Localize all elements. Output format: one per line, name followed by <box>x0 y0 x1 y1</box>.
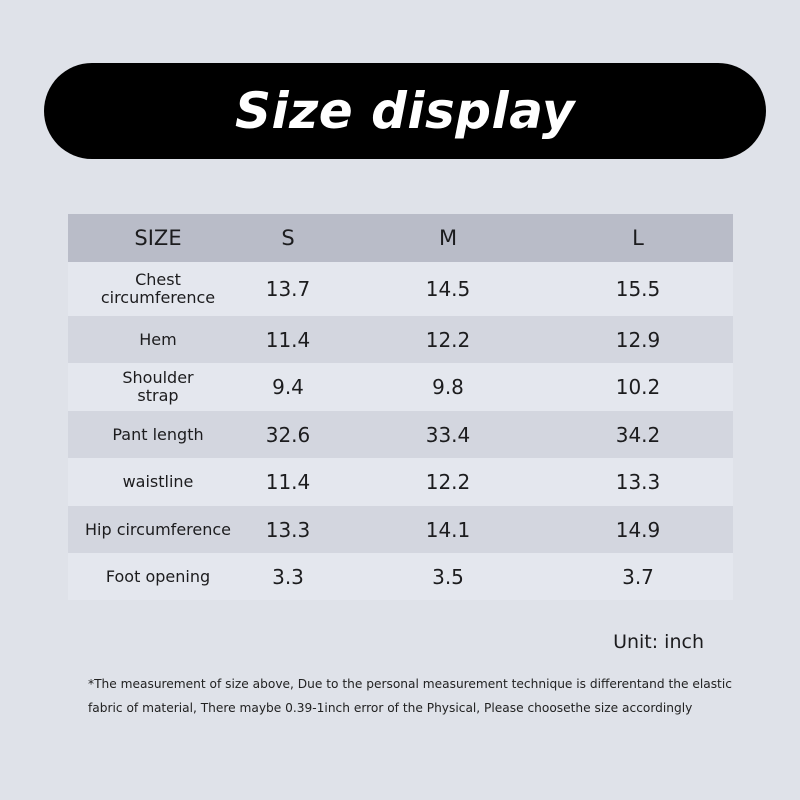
cell-s: 9.4 <box>272 375 304 399</box>
cell-l: 10.2 <box>615 375 661 399</box>
table-row: Pant length 32.6 33.4 34.2 <box>68 411 733 458</box>
cell-m: 9.8 <box>432 375 464 399</box>
cell-s: 32.6 <box>265 422 311 447</box>
row-label: Shoulder strap <box>122 368 194 405</box>
row-label: Pant length <box>112 424 204 444</box>
table-row: Foot opening 3.3 3.5 3.7 <box>68 553 733 600</box>
cell-l: 14.9 <box>615 517 661 542</box>
cell-l: 34.2 <box>615 422 661 447</box>
cell-s: 13.3 <box>265 517 311 542</box>
cell-s: 3.3 <box>272 564 304 589</box>
header-s: S <box>281 226 295 250</box>
cell-s: 11.4 <box>265 470 311 494</box>
size-table: SIZE S M L Chest circumference 13.7 14.5… <box>68 214 733 600</box>
cell-m: 14.1 <box>425 517 471 542</box>
row-label: waistline <box>122 472 194 491</box>
header-l: L <box>632 226 644 250</box>
cell-m: 12.2 <box>425 470 471 494</box>
unit-label: Unit: inch <box>613 631 704 653</box>
header-m: M <box>438 226 458 250</box>
title-banner: Size display <box>44 63 766 159</box>
cell-m: 14.5 <box>425 277 471 301</box>
table-row: waistline 11.4 12.2 13.3 <box>68 458 733 506</box>
row-label: Foot opening <box>105 566 211 586</box>
table-row: Chest circumference 13.7 14.5 15.5 <box>68 262 733 316</box>
cell-m: 33.4 <box>425 422 471 447</box>
cell-m: 12.2 <box>425 327 471 352</box>
cell-l: 13.3 <box>615 470 661 494</box>
table-row: Shoulder strap 9.4 9.8 10.2 <box>68 363 733 411</box>
page-title: Size display <box>235 82 575 140</box>
row-label: Hem <box>139 329 177 349</box>
measurement-note: *The measurement of size above, Due to t… <box>88 677 732 715</box>
cell-l: 15.5 <box>615 277 661 301</box>
table-row: Hip circumference 13.3 14.1 14.9 <box>68 506 733 553</box>
table-header-row: SIZE S M L <box>68 214 733 262</box>
row-label: Chest circumference <box>100 270 216 307</box>
cell-s: 11.4 <box>265 327 311 352</box>
cell-m: 3.5 <box>432 564 464 589</box>
cell-s: 13.7 <box>265 277 311 301</box>
cell-l: 3.7 <box>622 564 654 589</box>
row-label: Hip circumference <box>84 519 232 539</box>
header-size: SIZE <box>134 226 182 250</box>
table-row: Hem 11.4 12.2 12.9 <box>68 316 733 363</box>
cell-l: 12.9 <box>615 327 661 352</box>
